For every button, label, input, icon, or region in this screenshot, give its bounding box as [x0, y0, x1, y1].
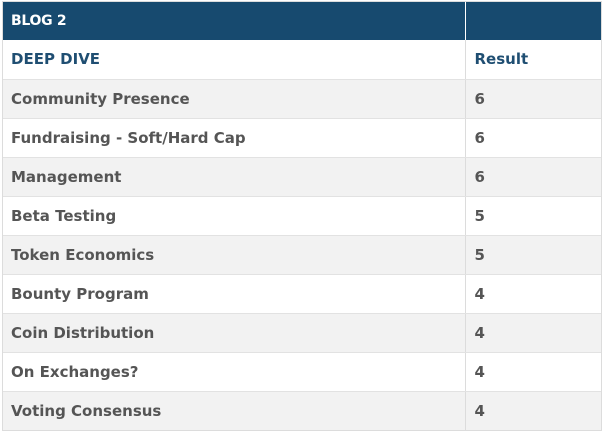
result-cell: 4: [464, 274, 601, 314]
result-cell: 6: [464, 118, 601, 158]
table-row: Coin Distribution 4: [3, 313, 601, 353]
results-table: BLOG 2 DEEP DIVE Result Community Presen…: [3, 2, 601, 430]
result-cell: 4: [464, 313, 601, 353]
result-cell: 4: [464, 391, 601, 430]
criteria-cell: Voting Consensus: [3, 391, 465, 430]
table-row: Community Presence 6: [3, 79, 601, 119]
result-cell: 4: [464, 352, 601, 392]
result-cell: 5: [464, 196, 601, 236]
banner-title: BLOG 2: [3, 2, 465, 40]
table-row: Voting Consensus 4: [3, 391, 601, 430]
result-cell: 5: [464, 235, 601, 275]
table-banner-row: BLOG 2: [3, 2, 601, 40]
table-row: On Exchanges? 4: [3, 352, 601, 392]
criteria-cell: Coin Distribution: [3, 313, 465, 353]
criteria-cell: Management: [3, 157, 465, 197]
table-row: Beta Testing 5: [3, 196, 601, 236]
column-header-deep-dive: DEEP DIVE: [3, 40, 465, 80]
result-cell: 6: [464, 157, 601, 197]
column-header-result: Result: [464, 40, 601, 80]
result-cell: 6: [464, 79, 601, 119]
table-body: BLOG 2 DEEP DIVE Result Community Presen…: [3, 2, 601, 430]
table-row: Token Economics 5: [3, 235, 601, 275]
criteria-cell: On Exchanges?: [3, 352, 465, 392]
criteria-cell: Bounty Program: [3, 274, 465, 314]
table-row: Fundraising - Soft/Hard Cap 6: [3, 118, 601, 158]
table-row: Bounty Program 4: [3, 274, 601, 314]
criteria-cell: Beta Testing: [3, 196, 465, 236]
table-row: Management 6: [3, 157, 601, 197]
banner-right-cell: [464, 2, 601, 40]
table-header-row: DEEP DIVE Result: [3, 40, 601, 80]
criteria-cell: Community Presence: [3, 79, 465, 119]
criteria-cell: Fundraising - Soft/Hard Cap: [3, 118, 465, 158]
criteria-cell: Token Economics: [3, 235, 465, 275]
